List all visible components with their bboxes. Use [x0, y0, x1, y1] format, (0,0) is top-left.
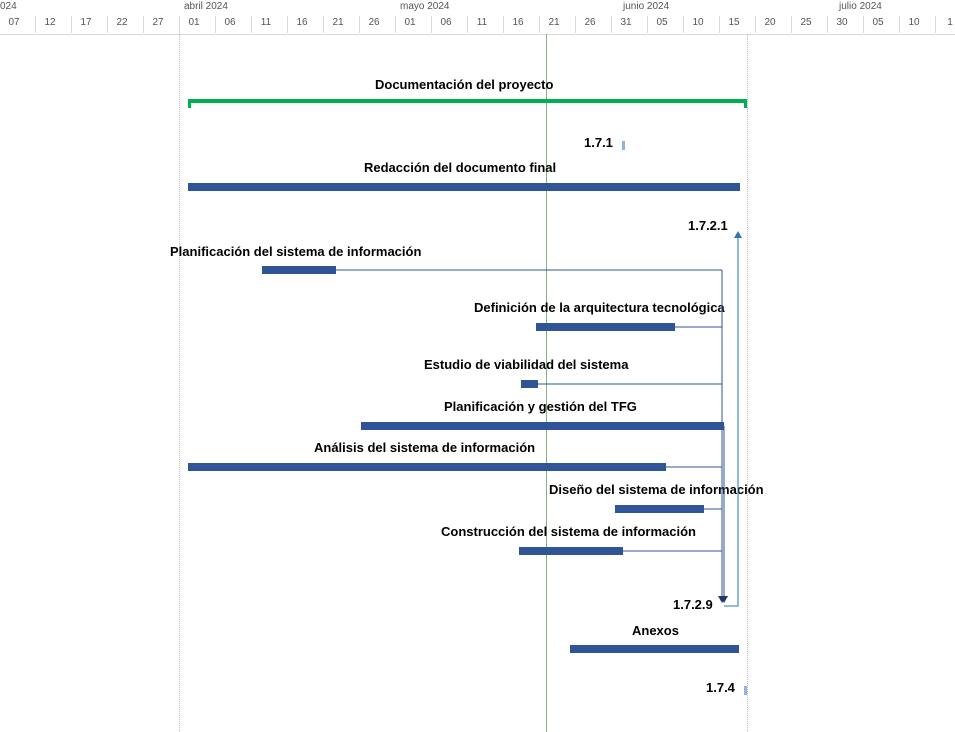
link-1729-to-1721 — [724, 232, 738, 606]
